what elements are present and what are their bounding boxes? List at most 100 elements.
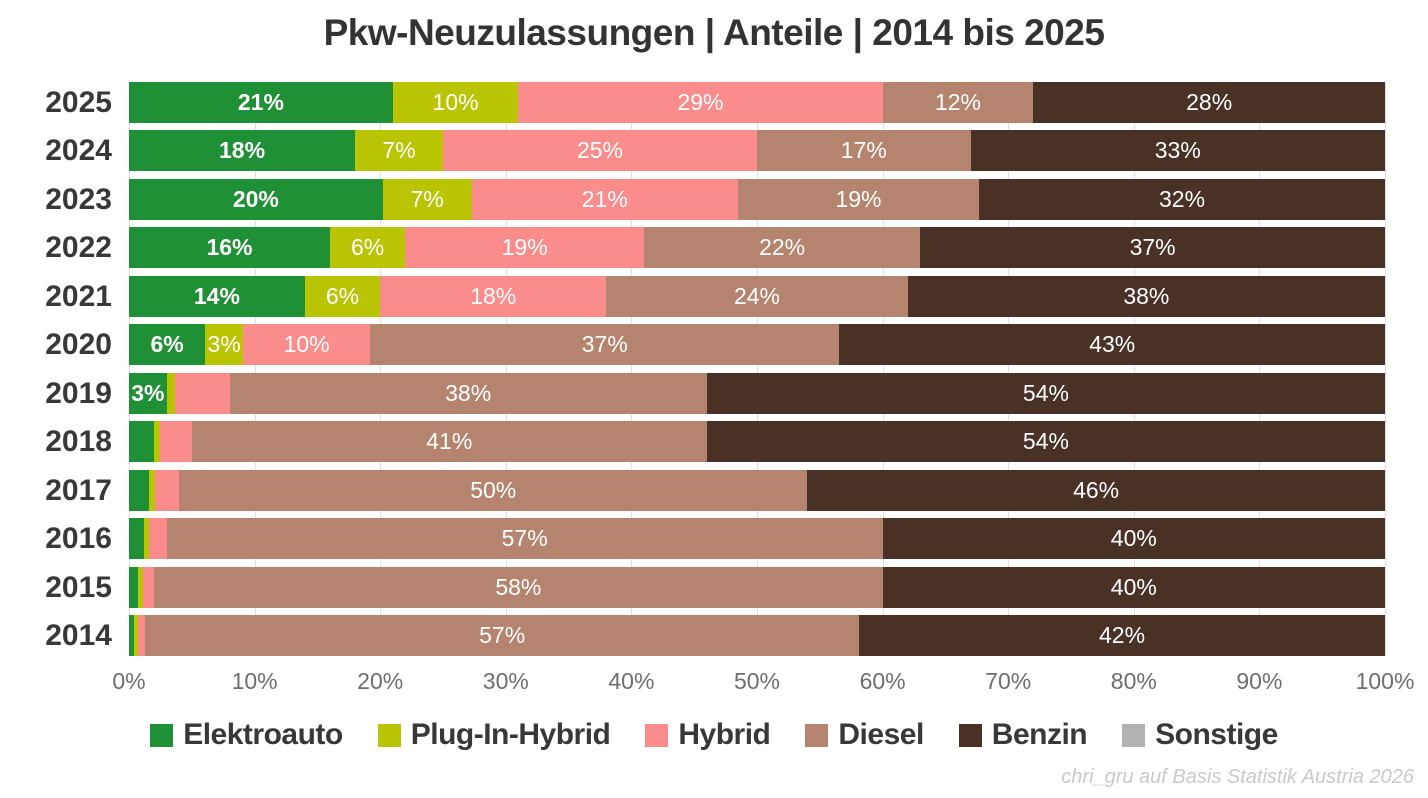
segment-value-label: 54% — [1022, 379, 1069, 406]
segment-value-label: 50% — [470, 476, 517, 503]
segment-value-label: 57% — [479, 621, 526, 648]
segment-hybrid — [149, 518, 167, 560]
segment-diesel: 17% — [757, 130, 971, 172]
segment-value-label: 40% — [1110, 525, 1157, 552]
gridline — [757, 82, 758, 656]
segment-hybrid: 18% — [380, 275, 607, 317]
year-label: 2024 — [45, 134, 112, 168]
segment-benzin: 40% — [882, 566, 1386, 608]
segment-elektroauto: 6% — [129, 324, 206, 366]
segment-value-label: 19% — [501, 234, 548, 261]
segment-hybrid — [175, 372, 230, 414]
segment-diesel: 24% — [606, 275, 908, 317]
bar-row-2022: 2022 16% 6% 19% 22% 37% — [45, 227, 1385, 269]
legend-swatch — [377, 723, 401, 747]
x-axis: 0% 10% 20% 30% 40% 50% 60% 70% 80% 90% 100% — [112, 668, 1414, 698]
chart-title: Pkw-Neuzulassungen | Anteile | 2014 bis … — [323, 12, 1105, 53]
segment-plug-in-hybrid: 3% — [205, 324, 244, 366]
segment-value-label: 57% — [501, 525, 548, 552]
plot-area: 2025 21% 10% 29% 12% 28% 2024 18% 7% 25% 17% 33% 202… — [45, 82, 1386, 656]
bar-row-2014: 2014 57% 42% — [45, 614, 1385, 656]
segment-diesel: 37% — [370, 324, 840, 366]
segment-value-label: 58% — [495, 573, 542, 600]
gridline — [882, 82, 884, 656]
gridline — [631, 82, 633, 656]
segment-diesel: 22% — [643, 227, 921, 269]
segment-hybrid: 25% — [443, 130, 757, 172]
segment-benzin: 54% — [706, 421, 1385, 463]
stacked-bar: 41% 54% — [129, 421, 1385, 463]
x-axis-tick-label: 30% — [482, 668, 529, 694]
x-axis-tick-label: 90% — [1236, 668, 1283, 694]
segment-plug-in-hybrid — [144, 518, 150, 560]
year-label: 2025 — [45, 86, 112, 119]
segment-elektroauto — [129, 566, 138, 608]
legend-item-benzin: Benzin — [958, 718, 1088, 752]
segment-elektroauto: 21% — [129, 82, 393, 123]
segment-value-label: 24% — [733, 282, 781, 309]
segment-value-label: 43% — [1089, 331, 1136, 358]
segment-plug-in-hybrid: 10% — [392, 82, 519, 123]
segment-benzin: 40% — [882, 518, 1386, 560]
segment-benzin: 43% — [839, 324, 1386, 366]
x-axis-tick-label: 10% — [231, 668, 278, 694]
segment-benzin: 46% — [807, 469, 1385, 511]
segment-value-label: 7% — [410, 185, 444, 212]
segment-diesel: 12% — [882, 82, 1034, 123]
stacked-bar: 14% 6% 18% 24% 38% — [129, 275, 1385, 317]
bar-row-2019: 2019 3% 38% 54% — [45, 372, 1386, 414]
segment-plug-in-hybrid: 7% — [355, 130, 443, 172]
segment-value-label: 18% — [470, 282, 517, 309]
segment-value-label: 33% — [1154, 137, 1201, 164]
segment-value-label: 29% — [677, 89, 724, 115]
stacked-bar: 6% 3% 10% 37% 43% — [129, 324, 1386, 366]
segment-value-label: 42% — [1099, 621, 1146, 648]
segment-value-label: 41% — [426, 428, 473, 455]
stacked-bar: 16% 6% 19% 22% 37% — [129, 227, 1385, 269]
segment-value-label: 6% — [325, 282, 360, 309]
segment-value-label: 46% — [1073, 476, 1120, 503]
segment-value-label: 21% — [237, 89, 284, 115]
bar-row-2017: 2017 50% 46% — [45, 469, 1385, 511]
segment-value-label: 38% — [445, 379, 492, 406]
legend-label: Diesel — [838, 718, 924, 751]
x-axis-tick-label: 80% — [1110, 668, 1157, 694]
segment-plug-in-hybrid — [149, 469, 156, 511]
legend-label: Elektroauto — [183, 718, 343, 751]
segment-elektroauto: 16% — [129, 227, 330, 269]
segment-hybrid: 29% — [518, 82, 883, 123]
legend-item-elektroauto: Elektroauto — [150, 718, 343, 752]
bar-row-2020: 2020 6% 3% 10% 37% 43% — [45, 324, 1386, 366]
segment-elektroauto: 20% — [129, 178, 383, 220]
segment-plug-in-hybrid: 6% — [304, 275, 381, 317]
segment-value-label: 3% — [131, 379, 165, 406]
segment-value-label: 10% — [432, 89, 479, 115]
year-label: 2019 — [45, 376, 112, 410]
segment-diesel: 57% — [145, 614, 860, 656]
x-axis-tick-label: 100% — [1355, 668, 1415, 694]
segment-value-label: 38% — [1123, 282, 1170, 309]
segment-value-label: 14% — [193, 282, 240, 309]
bar-row-2015: 2015 58% 40% — [45, 566, 1386, 608]
year-label: 2016 — [45, 522, 112, 556]
year-label: 2018 — [45, 425, 112, 459]
segment-value-label: 16% — [206, 234, 253, 261]
bar-row-2021: 2021 14% 6% 18% 24% 38% — [45, 275, 1385, 317]
gridline — [1385, 82, 1386, 656]
stacked-bar: 58% 40% — [129, 566, 1386, 608]
segment-hybrid — [160, 421, 192, 463]
segment-diesel: 58% — [154, 566, 883, 608]
segment-value-label: 3% — [207, 331, 241, 358]
bar-row-2018: 2018 41% 54% — [45, 421, 1385, 463]
segment-elektroauto — [129, 421, 155, 463]
bar-row-2016: 2016 57% 40% — [45, 518, 1386, 560]
gridline — [1008, 82, 1010, 656]
segment-benzin: 28% — [1033, 82, 1385, 123]
bar-row-2023: 2023 20% 7% 21% 19% 32% — [45, 178, 1385, 220]
segment-hybrid: 10% — [243, 324, 371, 366]
x-axis-tick-label: 40% — [608, 668, 655, 694]
year-label: 2017 — [45, 473, 112, 507]
year-label: 2014 — [45, 618, 112, 652]
segment-hybrid — [137, 614, 146, 656]
